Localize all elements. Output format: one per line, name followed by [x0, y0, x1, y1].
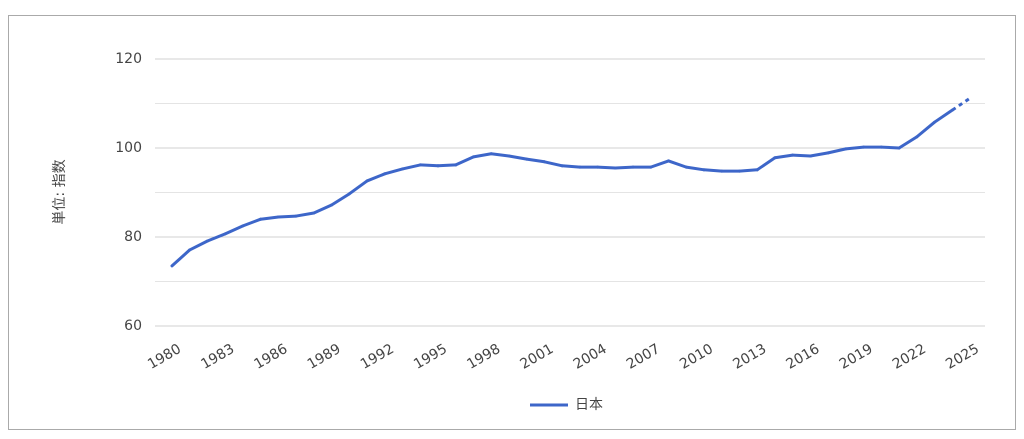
line-segment — [702, 168, 724, 173]
line-segment — [844, 145, 866, 151]
line-segment — [259, 215, 280, 221]
line-segment — [649, 159, 671, 169]
line-segment — [596, 165, 617, 170]
line-segment — [436, 163, 458, 168]
line-segment — [613, 165, 635, 170]
y-tick-label: 120 — [115, 51, 142, 67]
line-segment — [791, 153, 812, 158]
legend-label: 日本 — [575, 397, 603, 413]
line-segment — [276, 214, 298, 219]
line-segment — [897, 135, 919, 150]
line-segment — [951, 96, 971, 112]
line-segment — [737, 168, 759, 173]
line-segment — [418, 163, 440, 168]
line-segment — [933, 108, 954, 124]
line-segment — [330, 192, 351, 207]
line-segment — [312, 203, 334, 215]
line-segment — [773, 153, 795, 160]
line-segment — [347, 179, 369, 196]
line-segment — [471, 152, 493, 159]
line-segment — [365, 172, 387, 183]
chart-frame — [8, 15, 1016, 430]
line-segment — [507, 154, 529, 161]
line-segment — [454, 155, 475, 167]
line-segment — [188, 239, 209, 252]
line-segment — [755, 156, 777, 172]
line-segment — [383, 167, 405, 176]
y-tick-label: 80 — [124, 229, 142, 245]
line-segment — [808, 151, 830, 158]
line-segment — [294, 211, 316, 218]
line-segment — [241, 217, 263, 228]
line-segment — [489, 152, 511, 158]
y-tick-label: 100 — [115, 140, 142, 156]
line-segment — [684, 165, 706, 172]
line-segment — [401, 163, 422, 171]
line-segment — [667, 159, 688, 169]
line-segment — [205, 232, 227, 243]
line-segment — [560, 164, 582, 169]
line-segment — [915, 120, 937, 139]
line-segment — [525, 157, 546, 164]
line-segment — [542, 160, 564, 168]
y-axis-label: 単位: 指数 — [52, 159, 68, 224]
line-segment — [223, 224, 245, 236]
y-tick-label: 60 — [124, 318, 142, 334]
line-segment — [879, 145, 901, 150]
line-segment — [826, 147, 848, 155]
line-segment — [170, 248, 192, 268]
